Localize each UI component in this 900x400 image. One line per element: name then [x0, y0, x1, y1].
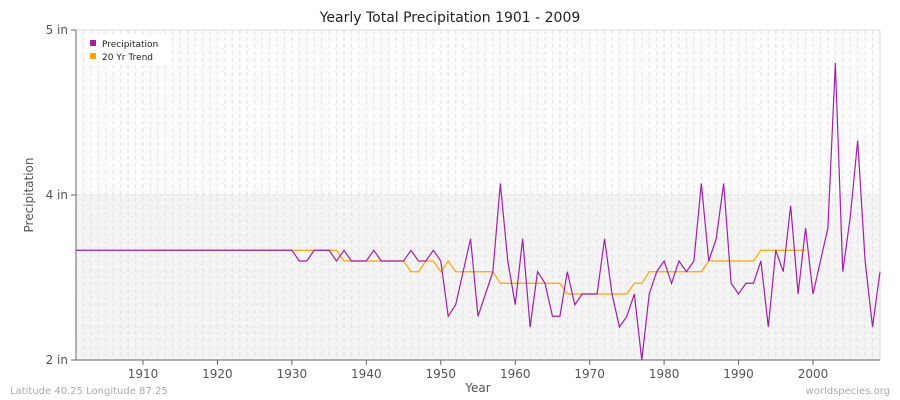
y-tick-label: 4 in	[46, 188, 68, 202]
plot-background-upper	[76, 30, 880, 195]
x-tick-label: 1980	[649, 367, 680, 381]
legend-swatch	[90, 53, 96, 59]
x-tick-label: 1970	[574, 367, 605, 381]
y-tick-label: 2 in	[46, 353, 68, 367]
x-tick-label: 1930	[277, 367, 308, 381]
x-axis-label: Year	[464, 381, 490, 395]
x-tick-label: 1960	[500, 367, 531, 381]
legend-box	[84, 34, 170, 64]
location-label: Latitude 40.25 Longitude 87.25	[10, 386, 168, 397]
legend-label: 20 Yr Trend	[102, 53, 153, 63]
legend-label: Precipitation	[102, 40, 158, 50]
series-line-precipitation	[76, 62, 881, 361]
x-tick-label: 1920	[202, 367, 233, 381]
x-tick-label: 1990	[723, 367, 754, 381]
x-tick-label: 1940	[351, 367, 382, 381]
x-tick-label: 1910	[128, 367, 159, 381]
credit-label: worldspecies.org	[806, 386, 890, 397]
x-tick-label: 1950	[426, 367, 457, 381]
y-axis-label: Precipitation	[22, 157, 36, 232]
y-tick-label: 5 in	[46, 23, 68, 37]
legend-swatch	[90, 40, 96, 46]
x-tick-label: 2000	[798, 367, 829, 381]
chart-title: Yearly Total Precipitation 1901 - 2009	[319, 10, 581, 26]
